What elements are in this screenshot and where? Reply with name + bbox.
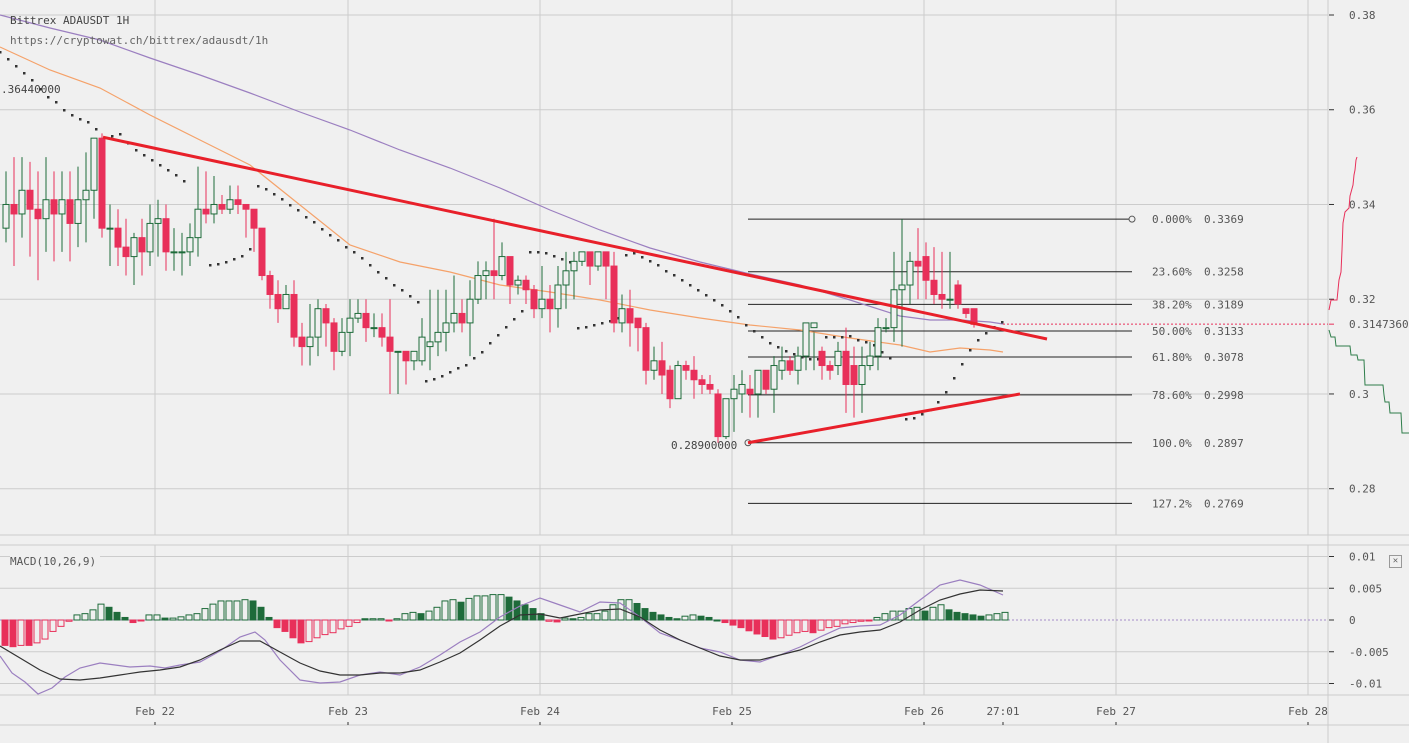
axes: .36440000 0.28900000 0.38 0.36 0.34 0.32 0.3 0.… bbox=[1, 9, 1409, 725]
chart-url[interactable]: https://cryptowat.ch/bittrex/adausdt/1h bbox=[10, 34, 269, 47]
svg-text:0: 0 bbox=[1349, 614, 1356, 627]
svg-text:0.3: 0.3 bbox=[1349, 388, 1369, 401]
svg-text:0.2998: 0.2998 bbox=[1204, 389, 1244, 402]
svg-text:0.28: 0.28 bbox=[1349, 483, 1376, 496]
moving-averages bbox=[0, 14, 1004, 353]
svg-text:0.01: 0.01 bbox=[1349, 551, 1376, 564]
chart-title: Bittrex ADAUSDT 1H bbox=[10, 14, 130, 27]
svg-text:Feb 27: Feb 27 bbox=[1096, 705, 1136, 718]
close-icon[interactable]: ✕ bbox=[1389, 555, 1402, 568]
macd-panel bbox=[0, 579, 1009, 695]
svg-text:0.3078: 0.3078 bbox=[1204, 351, 1244, 364]
svg-text:0.2769: 0.2769 bbox=[1204, 497, 1244, 510]
svg-text:27:01: 27:01 bbox=[986, 705, 1019, 718]
svg-text:0.32: 0.32 bbox=[1349, 293, 1376, 306]
macd-label: MACD(10,26,9) bbox=[10, 555, 101, 568]
svg-text:-0.01: -0.01 bbox=[1349, 678, 1382, 691]
svg-text:78.60%: 78.60% bbox=[1152, 389, 1192, 402]
svg-text:38.20%: 38.20% bbox=[1152, 298, 1192, 311]
candlesticks bbox=[2, 133, 978, 443]
svg-text:Feb 22: Feb 22 bbox=[135, 705, 175, 718]
svg-text:Feb 28: Feb 28 bbox=[1288, 705, 1328, 718]
svg-text:-0.005: -0.005 bbox=[1349, 646, 1389, 659]
svg-text:0.3133: 0.3133 bbox=[1204, 325, 1244, 338]
svg-text:0.2897: 0.2897 bbox=[1204, 437, 1244, 450]
svg-text:0.005: 0.005 bbox=[1349, 582, 1382, 595]
svg-text:50.00%: 50.00% bbox=[1152, 325, 1192, 338]
svg-text:0.34: 0.34 bbox=[1349, 198, 1376, 211]
svg-text:.36440000: .36440000 bbox=[1, 83, 61, 96]
svg-text:Feb 24: Feb 24 bbox=[520, 705, 560, 718]
svg-text:23.60%: 23.60% bbox=[1152, 266, 1192, 279]
svg-text:0.3147360: 0.3147360 bbox=[1349, 318, 1409, 331]
svg-text:0.36: 0.36 bbox=[1349, 104, 1376, 117]
svg-text:0.3189: 0.3189 bbox=[1204, 298, 1244, 311]
svg-text:Feb 26: Feb 26 bbox=[904, 705, 944, 718]
svg-text:100.0%: 100.0% bbox=[1152, 437, 1192, 450]
trendlines[interactable] bbox=[102, 135, 1048, 445]
svg-text:61.80%: 61.80% bbox=[1152, 351, 1192, 364]
svg-text:127.2%: 127.2% bbox=[1152, 497, 1192, 510]
svg-text:Feb 23: Feb 23 bbox=[328, 705, 368, 718]
svg-text:Feb 25: Feb 25 bbox=[712, 705, 752, 718]
fibonacci-retracement[interactable]: 0.000% 0.3369 23.60% 0.3258 38.20% 0.3189 50.0… bbox=[744, 213, 1328, 510]
svg-text:0.38: 0.38 bbox=[1349, 9, 1376, 22]
svg-text:0.3369: 0.3369 bbox=[1204, 213, 1244, 226]
svg-text:0.000%: 0.000% bbox=[1152, 213, 1192, 226]
parabolic-sar bbox=[0, 51, 1004, 421]
svg-text:0.3258: 0.3258 bbox=[1204, 266, 1244, 279]
svg-text:0.28900000: 0.28900000 bbox=[671, 439, 737, 452]
